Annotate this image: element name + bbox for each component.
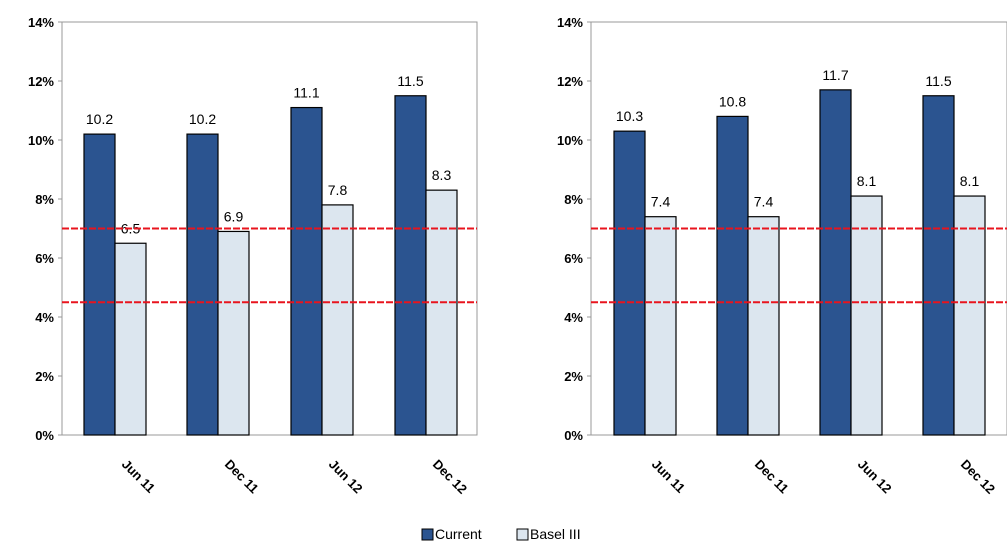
y-tick-label: 0% xyxy=(35,428,54,443)
x-tick-label: Dec 12 xyxy=(430,457,470,497)
y-tick-label: 14% xyxy=(28,15,54,30)
data-label: 8.1 xyxy=(857,173,877,189)
bar-current-2 xyxy=(716,115,749,436)
legend-swatch-current xyxy=(421,528,434,541)
legend-swatch-basel xyxy=(516,528,529,541)
bar-basel-1 xyxy=(114,242,147,436)
bar-basel-2 xyxy=(217,230,250,436)
y-tick-label: 4% xyxy=(35,310,54,325)
data-label: 11.5 xyxy=(925,73,951,89)
x-tick-label: Jun 12 xyxy=(326,457,366,497)
data-label: 11.5 xyxy=(397,73,423,89)
y-tick-label: 6% xyxy=(564,251,583,266)
legend-label-current: Current xyxy=(435,526,482,542)
bar-basel-3 xyxy=(321,204,354,436)
bar-basel-4 xyxy=(425,189,458,436)
bar-current-3 xyxy=(819,89,852,436)
bar-current-3 xyxy=(290,106,323,436)
y-tick-label: 4% xyxy=(564,310,583,325)
bar-current-1 xyxy=(613,130,646,436)
y-tick-label: 2% xyxy=(564,369,583,384)
chart-panels: 0%2%4%6%8%10%12%14%10.2 10.211.111.56.56.… xyxy=(28,15,1007,497)
data-label: 7.4 xyxy=(754,194,774,210)
x-tick-label: Jun 11 xyxy=(649,457,688,496)
data-label: 6.9 xyxy=(224,208,244,224)
x-tick-label: Jun 12 xyxy=(855,457,895,497)
y-tick-label: 14% xyxy=(557,15,583,30)
bar-current-4 xyxy=(922,95,955,436)
x-tick-label: Jun 11 xyxy=(119,457,158,496)
y-tick-label: 2% xyxy=(35,369,54,384)
x-tick-label: Dec 12 xyxy=(958,457,998,497)
data-label: 7.4 xyxy=(651,194,671,210)
y-tick-label: 12% xyxy=(557,74,583,89)
chart-panel-1: 0%2%4%6%8%10%12%14%10.2 10.211.111.56.56.… xyxy=(28,15,478,497)
data-label: 10.2 xyxy=(86,111,113,127)
bar-basel-1 xyxy=(644,216,677,436)
y-tick-label: 0% xyxy=(564,428,583,443)
data-label: 8.1 xyxy=(960,173,980,189)
bar-basel-4 xyxy=(953,195,986,436)
data-label: 11.1 xyxy=(293,85,319,101)
data-label: 8.3 xyxy=(432,167,452,183)
legend-label-basel: Basel III xyxy=(530,526,581,542)
data-label: 10.8 xyxy=(719,93,746,109)
bar-basel-3 xyxy=(850,195,883,436)
y-tick-label: 8% xyxy=(564,192,583,207)
data-label: 10.2 xyxy=(189,111,216,127)
chart-panel-2: 0% 2% 4% 6% 8% 10% 12% 14% 10.3 10.8 11.7 11.5 7.4 7.… xyxy=(557,15,1007,497)
x-tick-label: Dec 11 xyxy=(752,457,792,497)
y-tick-label: 10% xyxy=(28,133,54,148)
data-label: 10.3 xyxy=(616,108,643,124)
data-label: 7.8 xyxy=(328,182,348,198)
y-tick-label: 12% xyxy=(28,74,54,89)
legend: Current Basel III xyxy=(421,526,581,542)
y-tick-label: 6% xyxy=(35,251,54,266)
bar-current-4 xyxy=(394,95,427,436)
bar-current-2 xyxy=(186,133,219,436)
data-label: 11.7 xyxy=(822,67,848,83)
y-tick-label: 8% xyxy=(35,192,54,207)
bar-basel-2 xyxy=(747,216,780,436)
y-tick-label: 10% xyxy=(557,133,583,148)
bar-current-1 xyxy=(83,133,116,436)
x-tick-label: Dec 11 xyxy=(222,457,262,497)
